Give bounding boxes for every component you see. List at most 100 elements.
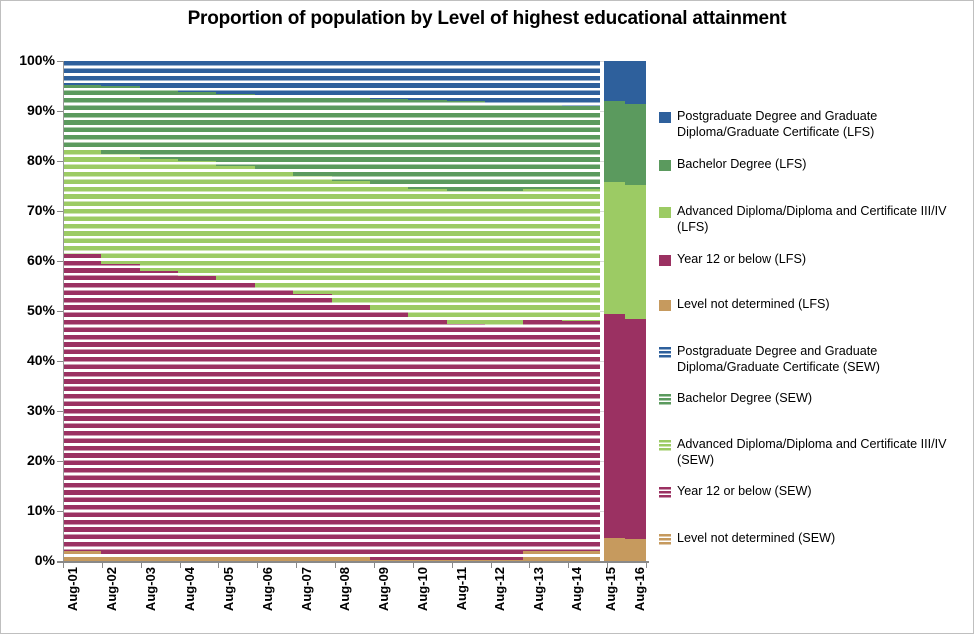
- x-axis-tick-label-text: Aug-02: [104, 567, 119, 612]
- y-axis-tick: [57, 411, 63, 412]
- x-axis-tick-label-text: Aug-03: [143, 567, 158, 612]
- bar-segment: [369, 98, 409, 184]
- legend-label: Year 12 or below (SEW): [677, 484, 812, 498]
- bar-segment: [254, 288, 294, 554]
- legend-entry: Year 12 or below (LFS): [659, 252, 963, 268]
- bar-segment: [178, 276, 217, 554]
- x-axis-tick-label-text: Aug-10: [415, 567, 430, 612]
- bar-segment: [484, 102, 524, 191]
- y-axis-tick-label: 20%: [26, 452, 55, 468]
- bar-segment: [254, 94, 294, 169]
- bar-segment: [446, 191, 485, 324]
- bar-segment: [63, 148, 102, 254]
- x-axis-tick-label-text: Aug-12: [492, 567, 507, 612]
- x-axis-tick: [451, 563, 453, 568]
- chart-title: Proportion of population by Level of hig…: [187, 8, 787, 29]
- x-axis-tick-label: Aug-09: [376, 567, 391, 625]
- y-axis-tick-label: 30%: [26, 402, 55, 418]
- y-axis-tick-label: 0%: [34, 552, 55, 568]
- legend-entry: Postgraduate Degree and Graduate Diploma…: [659, 344, 963, 376]
- stacked-bar-aug-03: [139, 61, 179, 561]
- y-axis-tick-label: 70%: [26, 202, 55, 218]
- stacked-bar-aug-01: [63, 61, 102, 561]
- bar-segment: [331, 303, 370, 554]
- stacked-bar-aug-05: [216, 61, 255, 561]
- y-axis-tick: [57, 161, 63, 162]
- stacked-bar-aug-16: [624, 61, 646, 561]
- bar-segment: [63, 84, 102, 149]
- bar-segment: [523, 61, 562, 105]
- x-axis-tick-label: Aug-07: [299, 567, 314, 625]
- x-axis-tick-label: Aug-01: [65, 567, 80, 625]
- bar-segment: [216, 166, 255, 281]
- bar-segment: [178, 161, 217, 276]
- bar-segment: [139, 158, 179, 271]
- bar-segment: [624, 185, 646, 319]
- legend-swatch-solid: [659, 160, 671, 171]
- x-axis-tick-label: Aug-08: [337, 567, 352, 625]
- bar-segment: [369, 559, 409, 561]
- x-axis-tick: [529, 563, 531, 568]
- bar-segment: [331, 181, 370, 304]
- bar-segment: [331, 61, 370, 97]
- bar-segment: [216, 61, 255, 94]
- bar-segment: [293, 553, 332, 561]
- bar-segment: [369, 183, 409, 311]
- x-axis-line: [57, 561, 649, 563]
- bar-segment: [293, 176, 332, 294]
- bar-segment: [561, 188, 601, 321]
- y-axis-tick: [57, 261, 63, 262]
- bar-segment: [369, 311, 409, 560]
- legend-label: Level not determined (LFS): [677, 297, 830, 311]
- bar-segment: [178, 61, 217, 92]
- y-axis-tick: [57, 61, 63, 62]
- bar-segment: [369, 61, 409, 99]
- x-axis-tick-label: Aug-10: [415, 567, 430, 625]
- x-axis-tick-label-text: Aug-14: [569, 567, 584, 612]
- legend-entry: Year 12 or below (SEW): [659, 484, 963, 500]
- y-axis-tick-label: 90%: [26, 102, 55, 118]
- stacked-bar-aug-15: [604, 61, 625, 561]
- bar-segment: [101, 553, 140, 561]
- bar-segment: [63, 551, 102, 561]
- legend-swatch-striped: [659, 347, 671, 358]
- bar-segment: [446, 101, 485, 191]
- x-axis-tick-label-text: Aug-16: [632, 567, 647, 612]
- legend-label: Year 12 or below (LFS): [677, 252, 807, 266]
- bar-segment: [216, 281, 255, 554]
- y-axis-tick: [57, 211, 63, 212]
- x-axis-tick: [296, 563, 298, 568]
- stacked-bar-aug-04: [178, 61, 217, 561]
- bar-segment: [101, 263, 140, 554]
- y-axis-tick-label: 100%: [19, 52, 55, 68]
- bar-segment: [331, 553, 370, 561]
- bar-segment: [408, 559, 447, 561]
- bar-segment: [604, 101, 625, 182]
- bar-segment: [139, 61, 179, 90]
- bar-segment: [216, 93, 255, 166]
- x-axis-tick: [373, 563, 375, 568]
- legend-label: Postgraduate Degree and Graduate Diploma…: [677, 344, 880, 374]
- legend-label: Advanced Diploma/Diploma and Certificate…: [677, 204, 947, 234]
- stacked-bar-aug-10: [408, 61, 447, 561]
- x-axis-tick-label-text: Aug-08: [337, 567, 352, 612]
- bar-segment: [101, 86, 140, 154]
- bar-segment: [624, 318, 646, 539]
- bar-segment: [523, 188, 562, 319]
- stacked-bar-aug-14: [561, 61, 601, 561]
- x-axis-tick: [412, 563, 414, 568]
- x-axis-tick-label-text: Aug-05: [221, 567, 236, 612]
- y-axis-line: [63, 61, 64, 561]
- x-axis-tick-label-text: Aug-07: [299, 567, 314, 612]
- bar-segment: [101, 153, 140, 264]
- x-axis-tick: [179, 563, 181, 568]
- x-axis-tick: [63, 563, 64, 568]
- plot-area: [63, 61, 646, 561]
- x-axis-tick: [490, 563, 492, 568]
- stacked-bar-aug-02: [101, 61, 140, 561]
- legend-swatch-solid: [659, 300, 671, 311]
- bar-segment: [101, 61, 140, 86]
- x-axis-tick-label: Aug-02: [104, 567, 119, 625]
- bar-segment: [446, 323, 485, 560]
